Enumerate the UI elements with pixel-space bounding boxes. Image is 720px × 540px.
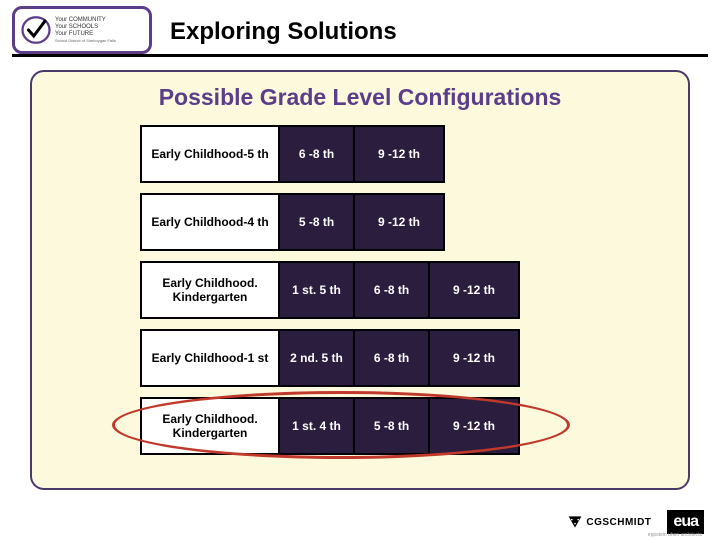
table-row: Early Childhood. Kindergarten 1 st. 5 th… <box>140 261 580 319</box>
row-first-cell: Early Childhood. Kindergarten <box>140 261 280 319</box>
footer-logos: CGSCHMIDT eua <box>567 510 704 534</box>
logo-text: Your COMMUNITY Your SCHOOLS Your FUTURE … <box>55 17 116 43</box>
row-cell: 6 -8 th <box>355 261 430 319</box>
row-cell: 9 -12 th <box>430 397 520 455</box>
panel-title: Possible Grade Level Configurations <box>52 84 668 111</box>
eua-logo: eua <box>667 510 704 534</box>
cgschmidt-logo: CGSCHMIDT <box>567 514 651 530</box>
row-cell: 6 -8 th <box>355 329 430 387</box>
row-cell: 9 -12 th <box>430 329 520 387</box>
row-cell: 1 st. 4 th <box>280 397 355 455</box>
row-cell: 9 -12 th <box>355 193 445 251</box>
table-row: Early Childhood. Kindergarten 1 st. 4 th… <box>140 397 580 455</box>
row-first-cell: Early Childhood. Kindergarten <box>140 397 280 455</box>
config-table: Early Childhood-5 th 6 -8 th 9 -12 th Ea… <box>140 125 580 455</box>
row-first-cell: Early Childhood-4 th <box>140 193 280 251</box>
row-first-cell: Early Childhood-5 th <box>140 125 280 183</box>
row-cell: 6 -8 th <box>280 125 355 183</box>
row-cell: 5 -8 th <box>280 193 355 251</box>
footer-tagline: eppstein uhen architects <box>648 532 702 538</box>
table-row: Early Childhood-5 th 6 -8 th 9 -12 th <box>140 125 580 183</box>
triangle-icon <box>567 514 583 530</box>
title-underline <box>12 54 708 57</box>
row-cell: 2 nd. 5 th <box>280 329 355 387</box>
logo: Your COMMUNITY Your SCHOOLS Your FUTURE … <box>12 6 152 54</box>
checkmark-icon <box>21 15 51 45</box>
table-row: Early Childhood-4 th 5 -8 th 9 -12 th <box>140 193 580 251</box>
row-first-cell: Early Childhood-1 st <box>140 329 280 387</box>
page-title: Exploring Solutions <box>170 18 397 46</box>
row-cell: 5 -8 th <box>355 397 430 455</box>
content-panel: Possible Grade Level Configurations Earl… <box>30 70 690 490</box>
row-cell: 9 -12 th <box>355 125 445 183</box>
table-row: Early Childhood-1 st 2 nd. 5 th 6 -8 th … <box>140 329 580 387</box>
row-cell: 9 -12 th <box>430 261 520 319</box>
row-cell: 1 st. 5 th <box>280 261 355 319</box>
